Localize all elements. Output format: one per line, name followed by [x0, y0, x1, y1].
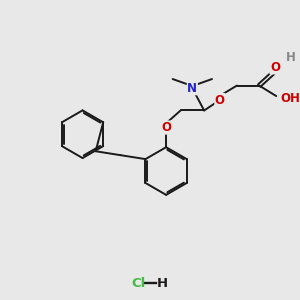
Text: H: H — [156, 277, 167, 290]
Text: OH: OH — [280, 92, 300, 105]
Text: N: N — [187, 82, 197, 95]
Text: O: O — [270, 61, 280, 74]
Text: O: O — [215, 94, 225, 106]
Text: Cl: Cl — [131, 277, 145, 290]
Text: O: O — [161, 121, 171, 134]
Text: H: H — [285, 51, 295, 64]
